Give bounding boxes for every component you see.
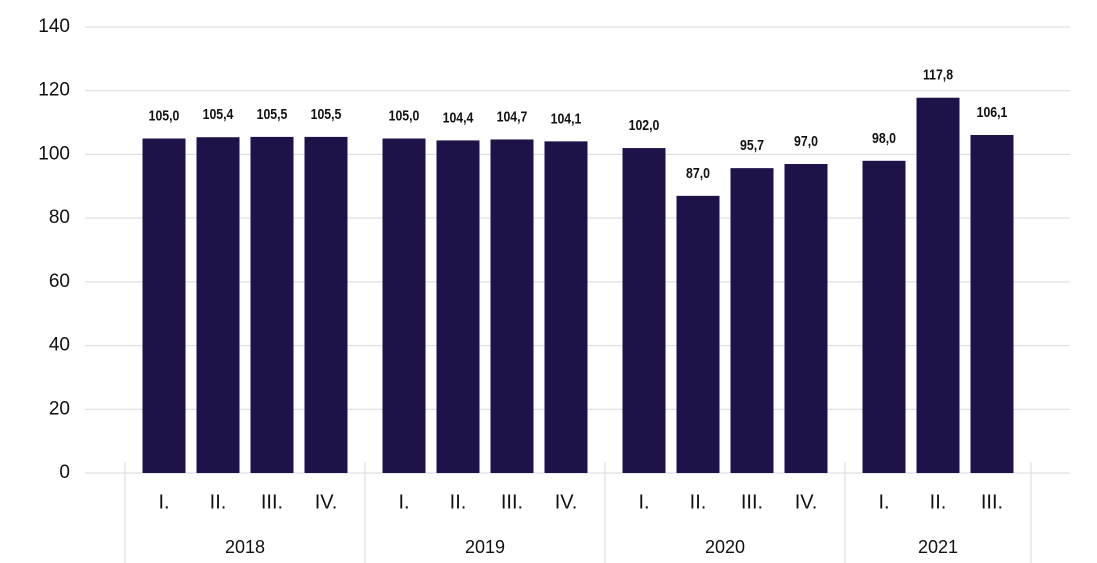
x-tick-label: II. <box>690 491 707 513</box>
value-label: 102,0 <box>629 117 660 133</box>
y-tick-label: 120 <box>38 80 70 101</box>
bar <box>784 163 828 473</box>
bar <box>196 137 240 473</box>
bar <box>730 168 774 473</box>
value-label: 105,0 <box>389 107 420 123</box>
bar <box>436 140 480 473</box>
bar <box>142 138 186 473</box>
y-tick-label: 20 <box>49 398 70 419</box>
group-label: 2018 <box>225 537 265 557</box>
value-label: 106,1 <box>977 104 1008 120</box>
value-label: 104,4 <box>443 109 474 125</box>
value-label: 105,0 <box>149 107 180 123</box>
y-tick-label: 140 <box>38 16 70 37</box>
bar <box>382 138 426 473</box>
bar <box>970 134 1014 473</box>
x-tick-label: IV. <box>315 491 338 513</box>
value-label: 117,8 <box>923 67 953 83</box>
x-tick-label: III. <box>261 491 283 513</box>
bar <box>490 139 534 473</box>
value-label: 87,0 <box>686 165 710 181</box>
x-tick-label: III. <box>501 491 523 513</box>
x-tick-label: I. <box>158 491 169 513</box>
value-label: 105,5 <box>257 106 288 122</box>
value-label: 104,7 <box>497 108 528 124</box>
bar <box>916 97 960 474</box>
x-tick-label: II. <box>930 491 947 513</box>
x-tick-label: II. <box>450 491 467 513</box>
x-tick-label: I. <box>638 491 649 513</box>
value-label: 97,0 <box>794 133 818 149</box>
value-label: 105,5 <box>311 106 342 122</box>
y-tick-label: 60 <box>49 271 70 292</box>
group-label: 2020 <box>705 537 745 557</box>
x-tick-label: I. <box>878 491 889 513</box>
x-tick-label: III. <box>741 491 763 513</box>
y-tick-label: 80 <box>49 207 70 228</box>
x-tick-label: I. <box>398 491 409 513</box>
group-label: 2021 <box>918 537 958 557</box>
group-label: 2019 <box>465 537 505 557</box>
bar <box>544 141 588 474</box>
y-tick-label: 0 <box>59 462 70 483</box>
x-tick-label: II. <box>210 491 227 513</box>
value-label: 95,7 <box>740 137 764 153</box>
y-tick-label: 40 <box>49 335 70 356</box>
x-tick-label: IV. <box>795 491 818 513</box>
value-label: 104,1 <box>551 110 582 126</box>
value-label: 98,0 <box>872 130 896 146</box>
bar <box>622 148 666 474</box>
x-tick-label: IV. <box>555 491 578 513</box>
x-tick-label: III. <box>981 491 1003 513</box>
bar <box>676 195 720 474</box>
bar <box>250 136 294 473</box>
bar <box>304 136 348 473</box>
value-label: 105,4 <box>203 106 234 122</box>
bar <box>862 160 906 474</box>
y-tick-label: 100 <box>38 143 70 164</box>
